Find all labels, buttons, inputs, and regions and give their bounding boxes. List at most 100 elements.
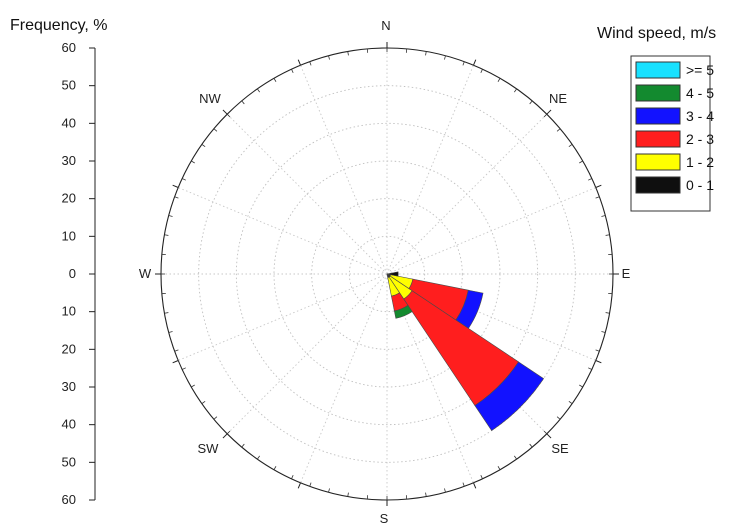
grid-spoke <box>300 65 388 275</box>
outer-major-tick <box>546 433 552 439</box>
wind-sector-3 <box>386 271 399 277</box>
outer-tick <box>273 466 277 470</box>
outer-tick <box>514 88 517 93</box>
outer-major-tick <box>546 109 552 115</box>
grid-spoke <box>178 187 388 275</box>
outer-tick <box>529 100 533 105</box>
legend-swatch <box>635 107 681 125</box>
radial-tick-label: 30 <box>62 379 76 394</box>
radial-tick-label: 10 <box>62 304 76 319</box>
legend-label: 3 - 4 <box>686 108 714 124</box>
outer-tick <box>588 367 592 370</box>
wind-bar-segment <box>386 271 399 277</box>
outer-major-tick <box>473 59 477 66</box>
grid-spoke <box>386 273 474 483</box>
legend-label: 2 - 3 <box>686 131 714 147</box>
outer-tick <box>579 384 583 388</box>
outer-tick <box>191 160 195 164</box>
wind-bars <box>386 271 545 432</box>
radial-tick-label: 20 <box>62 341 76 356</box>
axis-title: Frequency, % <box>10 17 108 34</box>
outer-tick <box>273 78 277 82</box>
legend-label: 1 - 2 <box>686 154 714 170</box>
legend-title: Wind speed, m/s <box>597 25 716 42</box>
outer-tick <box>601 215 606 217</box>
outer-tick <box>291 69 294 73</box>
direction-label-e: E <box>622 266 631 281</box>
legend-label: 0 - 1 <box>686 177 714 193</box>
radial-tick-label: 10 <box>62 228 76 243</box>
radial-tick-label: 60 <box>62 492 76 507</box>
radial-tick-label: 40 <box>62 115 76 130</box>
outer-tick <box>241 443 245 448</box>
outer-tick <box>328 55 330 60</box>
outer-tick <box>595 349 600 352</box>
outer-tick <box>182 178 186 181</box>
direction-label-s: S <box>380 511 389 526</box>
outer-tick <box>462 482 465 487</box>
outer-tick <box>257 88 260 93</box>
outer-tick <box>543 430 548 435</box>
grid-spoke <box>386 113 548 275</box>
outer-tick <box>556 416 561 420</box>
direction-label-ne: NE <box>549 91 567 106</box>
outer-tick <box>568 144 573 147</box>
grid-spoke <box>386 187 596 275</box>
outer-major-tick <box>297 59 301 66</box>
outer-tick <box>174 349 179 352</box>
wind-sector-2 <box>386 273 413 319</box>
legend: Wind speed, m/s >= 5 4 - 5 3 - 4 2 - 3 1 - 2 0… <box>597 25 716 212</box>
outer-major-tick <box>473 482 477 489</box>
outer-tick <box>168 215 173 217</box>
direction-label-nw: NW <box>199 91 221 106</box>
outer-tick <box>605 234 610 236</box>
grid-ring <box>235 122 539 426</box>
outer-major-tick <box>172 184 179 188</box>
outer-tick <box>601 331 606 333</box>
outer-tick <box>347 51 349 56</box>
grid-spoke <box>386 65 474 275</box>
outer-tick <box>568 401 573 404</box>
legend-label: >= 5 <box>686 62 714 78</box>
outer-tick <box>579 160 583 164</box>
direction-label-w: W <box>139 266 152 281</box>
legend-swatch <box>635 84 681 102</box>
legend-label: 4 - 5 <box>686 85 714 101</box>
outer-major-tick <box>595 184 602 188</box>
grid-ring <box>311 198 463 350</box>
radial-tick-label: 50 <box>62 78 76 93</box>
grid-ring <box>348 235 426 313</box>
direction-label-se: SE <box>551 441 569 456</box>
outer-tick <box>514 455 517 460</box>
radial-tick-label: 50 <box>62 454 76 469</box>
radial-tick-label: 40 <box>62 417 76 432</box>
outer-tick <box>191 384 195 388</box>
outer-tick <box>309 482 312 487</box>
grid-spoke <box>178 273 388 361</box>
outer-tick <box>588 178 592 181</box>
legend-swatch <box>635 176 681 194</box>
outer-tick <box>444 488 446 493</box>
radial-tick-label: 60 <box>62 40 76 55</box>
outer-tick <box>182 367 186 370</box>
outer-tick <box>241 100 245 105</box>
direction-label-sw: SW <box>198 441 220 456</box>
outer-tick <box>595 196 600 199</box>
outer-tick <box>425 492 427 497</box>
outer-major-tick <box>222 109 228 115</box>
outer-tick <box>543 113 548 118</box>
radial-axis: 60 50 40 30 20 10 0 10 20 30 40 50 60 Frequency, % <box>10 17 108 507</box>
grid-spoke <box>386 273 596 361</box>
outer-tick <box>201 144 206 147</box>
wind-sector-1 <box>386 273 545 432</box>
outer-tick <box>174 196 179 199</box>
outer-tick <box>480 69 483 73</box>
outer-major-tick <box>172 360 179 364</box>
legend-swatch <box>635 61 681 79</box>
outer-tick <box>529 443 533 448</box>
outer-tick <box>328 488 330 493</box>
outer-tick <box>213 416 218 420</box>
outer-tick <box>556 128 561 132</box>
outer-tick <box>497 466 501 470</box>
